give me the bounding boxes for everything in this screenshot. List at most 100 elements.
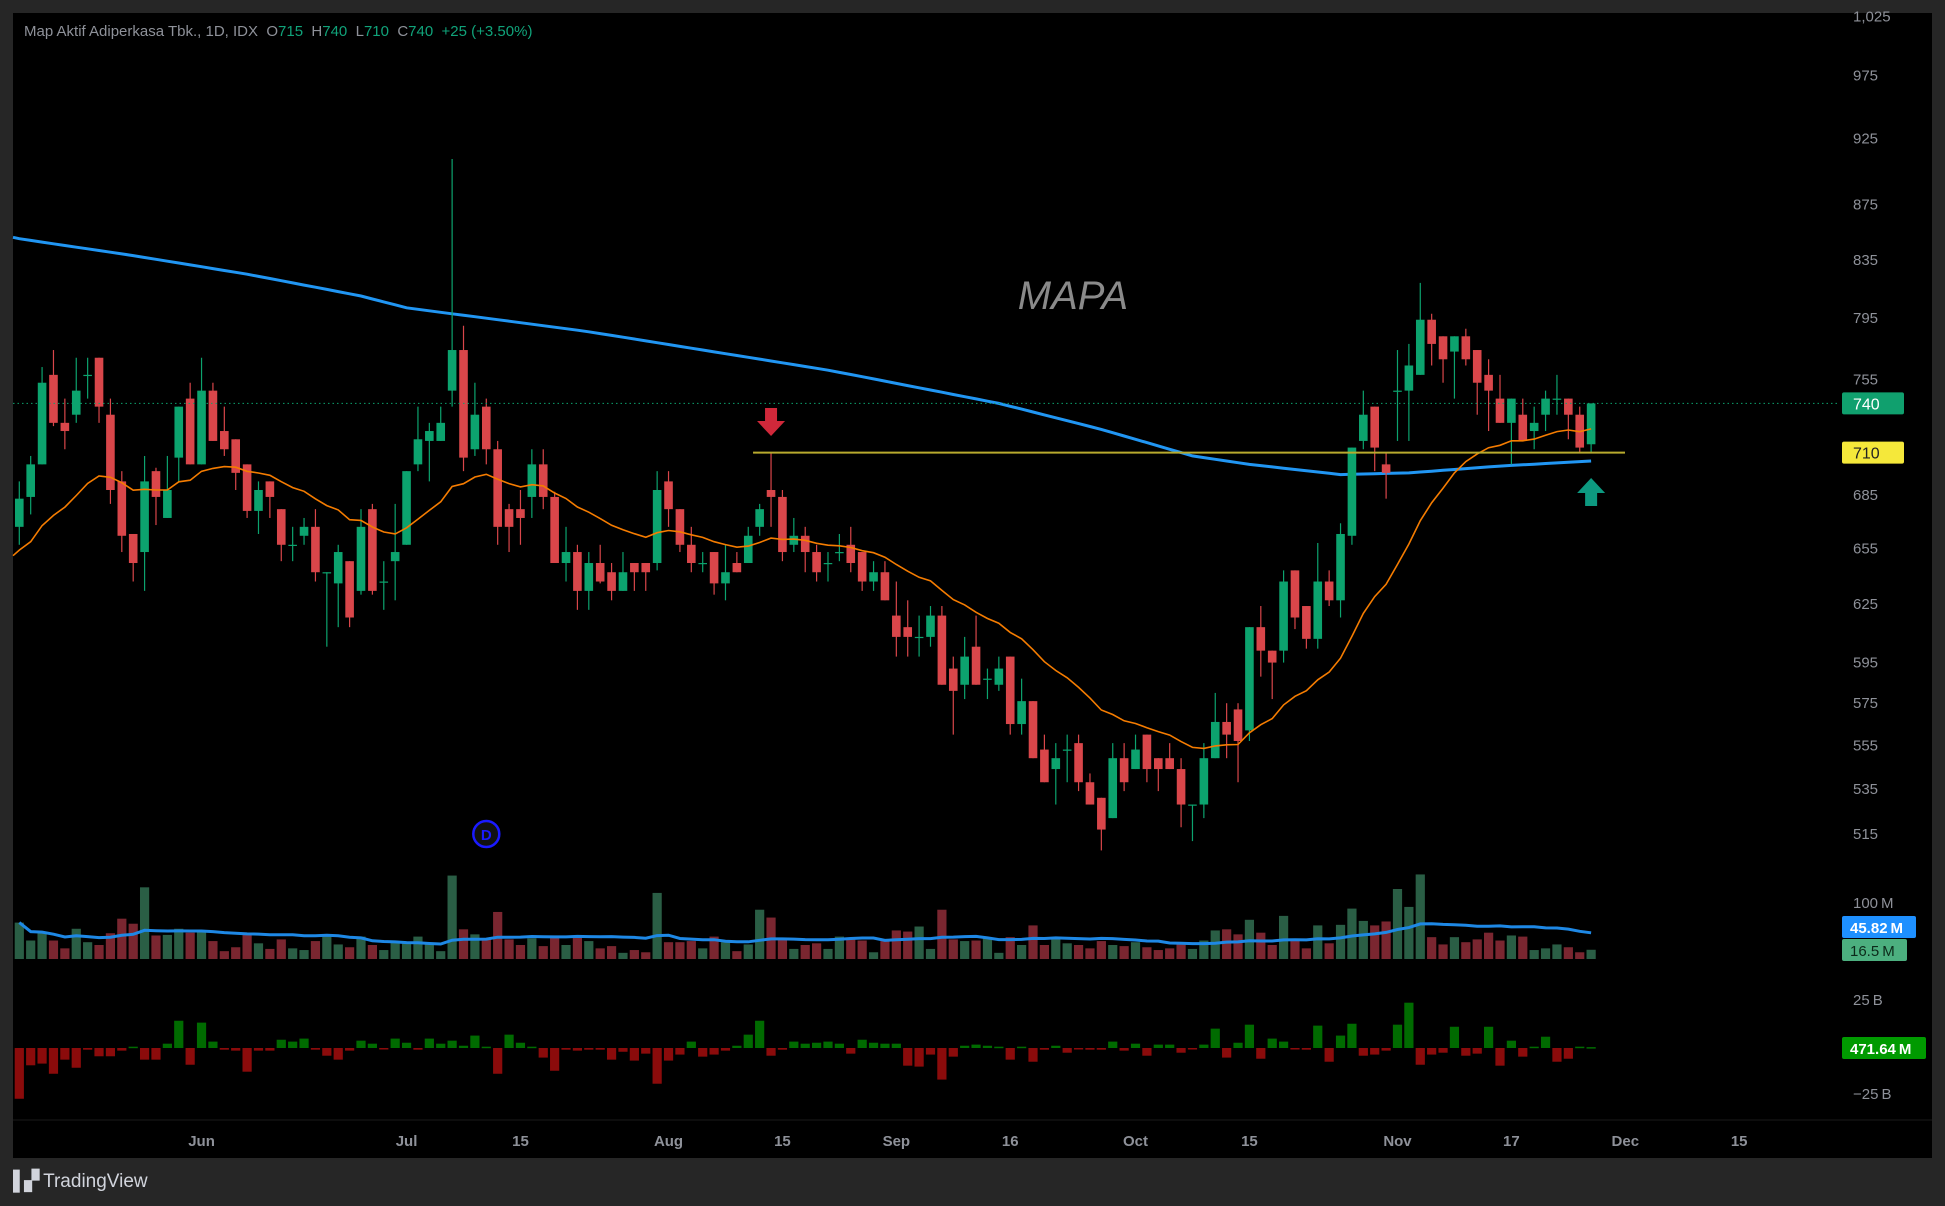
candle bbox=[937, 606, 947, 685]
volume-bar bbox=[1062, 943, 1072, 959]
candle-body bbox=[516, 509, 525, 518]
candle-body bbox=[1108, 758, 1118, 819]
money-flow-bar bbox=[515, 1042, 526, 1048]
money-flow-bar bbox=[732, 1045, 742, 1048]
money-flow-bar bbox=[1461, 1048, 1471, 1056]
chart-background bbox=[13, 13, 1932, 1158]
money-flow-bar bbox=[755, 1020, 765, 1048]
candle bbox=[1427, 313, 1436, 366]
candle-body bbox=[1154, 758, 1163, 770]
money-flow-bar bbox=[128, 1046, 138, 1049]
volume-bar bbox=[242, 934, 252, 959]
candle-body bbox=[527, 464, 537, 497]
money-flow-bar bbox=[299, 1038, 309, 1048]
dividend-marker[interactable]: D bbox=[472, 819, 501, 849]
tradingview-logo-icon: ▌▞ bbox=[13, 1171, 39, 1192]
candle-body bbox=[493, 449, 502, 527]
money-flow-bar bbox=[1278, 1041, 1289, 1048]
candle-body bbox=[1165, 758, 1174, 770]
money-flow-bar bbox=[720, 1048, 731, 1051]
volume-bar bbox=[379, 950, 389, 959]
candle bbox=[1062, 734, 1072, 783]
money-flow-bar bbox=[231, 1048, 241, 1051]
candle-body bbox=[94, 357, 104, 407]
money-flow-bar bbox=[1484, 1026, 1494, 1048]
money-flow-bar bbox=[333, 1048, 343, 1060]
money-flow-bar bbox=[26, 1048, 36, 1066]
candle bbox=[1472, 350, 1482, 415]
candle-body bbox=[231, 439, 241, 473]
volume-bar bbox=[1187, 948, 1198, 959]
money-flow-bar bbox=[60, 1048, 70, 1060]
volume-bar bbox=[1153, 950, 1163, 959]
candle-body bbox=[117, 481, 127, 536]
money-flow-bar bbox=[1142, 1048, 1152, 1056]
money-flow-bar bbox=[960, 1045, 970, 1048]
candle bbox=[83, 357, 92, 399]
candle-body bbox=[1370, 406, 1380, 448]
candle bbox=[1564, 398, 1573, 440]
money-flow-bar bbox=[1575, 1046, 1585, 1049]
candle-body bbox=[550, 496, 559, 564]
candle bbox=[1518, 398, 1528, 441]
candle bbox=[869, 561, 878, 591]
candle-body bbox=[379, 581, 389, 583]
candle-body bbox=[368, 509, 377, 591]
volume-bar bbox=[1392, 889, 1403, 959]
candle-body bbox=[1062, 749, 1072, 751]
volume-bar bbox=[675, 942, 685, 959]
volume-bar bbox=[994, 952, 1004, 959]
support-price-tag bbox=[1842, 441, 1904, 464]
candle bbox=[1085, 773, 1095, 805]
money-flow-bar bbox=[1290, 1048, 1300, 1050]
candle bbox=[197, 357, 206, 465]
volume-bar bbox=[447, 875, 457, 959]
volume-bar bbox=[1495, 940, 1505, 959]
candle bbox=[254, 481, 263, 534]
volume-bar bbox=[48, 940, 59, 959]
money-flow-bar bbox=[777, 1048, 788, 1050]
high-value: 740 bbox=[322, 23, 348, 40]
volume-bar bbox=[1130, 942, 1141, 959]
candle-body bbox=[1279, 581, 1288, 651]
candle-body bbox=[37, 382, 47, 465]
volume-bar bbox=[1108, 945, 1118, 959]
money-flow-bar bbox=[401, 1042, 412, 1048]
money-flow-bar bbox=[698, 1048, 708, 1057]
candle-body bbox=[208, 390, 218, 441]
volume-bar bbox=[1404, 906, 1414, 959]
volume-bar bbox=[71, 928, 81, 959]
volume-bar bbox=[128, 923, 138, 959]
money-flow-bar bbox=[1051, 1045, 1061, 1048]
candle bbox=[1119, 743, 1129, 792]
candle bbox=[1256, 606, 1266, 677]
volume-bar bbox=[914, 926, 924, 959]
money-flow-bar bbox=[606, 1048, 617, 1060]
price-tick-label: 685 bbox=[1853, 487, 1878, 504]
candle bbox=[1005, 656, 1015, 735]
volume-bar bbox=[265, 948, 275, 959]
sell-signal-arrow-icon bbox=[757, 408, 786, 436]
volume-bar bbox=[937, 909, 947, 959]
candle bbox=[778, 489, 787, 562]
money-flow-tag-label: 471.64 M bbox=[1850, 1041, 1911, 1058]
time-tick-label: 15 bbox=[774, 1133, 791, 1150]
money-flow-bar bbox=[424, 1038, 434, 1048]
money-flow-bar bbox=[1381, 1048, 1391, 1051]
candle-body bbox=[903, 627, 913, 637]
volume-bar bbox=[1119, 946, 1129, 959]
volume-bar bbox=[401, 942, 412, 959]
candle-body bbox=[151, 471, 161, 497]
candle bbox=[1131, 734, 1140, 770]
money-flow-bar bbox=[1335, 1035, 1346, 1048]
time-tick-label: 17 bbox=[1503, 1133, 1520, 1150]
candle bbox=[140, 455, 149, 591]
candle-body bbox=[1222, 721, 1231, 735]
candle bbox=[379, 561, 389, 610]
candle bbox=[276, 509, 286, 562]
candle-body bbox=[345, 561, 354, 618]
candle-body bbox=[106, 414, 115, 490]
tradingview-branding[interactable]: ▌▞ TradingView bbox=[13, 1170, 148, 1193]
close-value: 740 bbox=[408, 23, 434, 40]
